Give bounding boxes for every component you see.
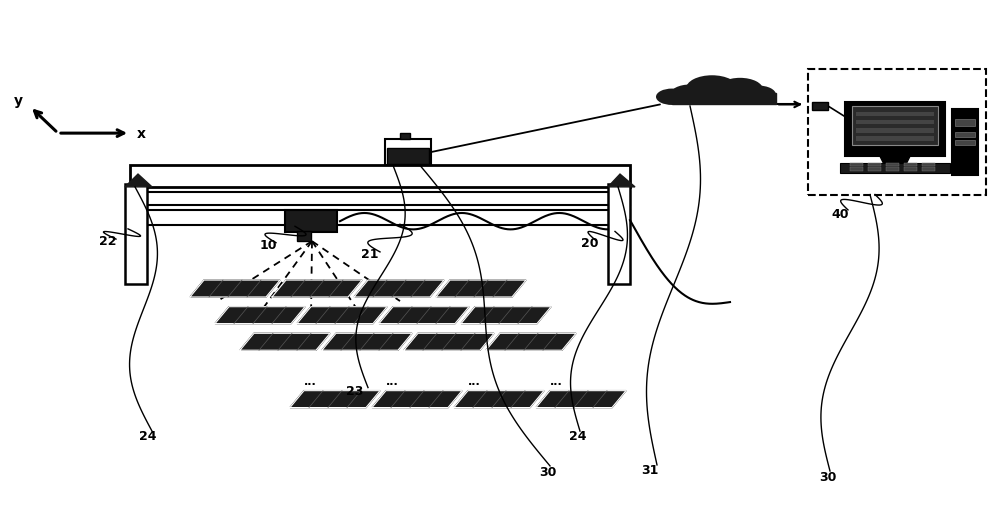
Circle shape <box>717 78 763 101</box>
Text: 30: 30 <box>819 471 837 484</box>
Polygon shape <box>354 280 444 297</box>
Text: y: y <box>14 94 23 108</box>
Polygon shape <box>486 333 576 350</box>
FancyBboxPatch shape <box>952 109 978 175</box>
Polygon shape <box>461 307 551 324</box>
FancyBboxPatch shape <box>130 165 630 187</box>
Circle shape <box>686 75 738 102</box>
FancyBboxPatch shape <box>852 106 938 145</box>
Polygon shape <box>125 174 152 187</box>
Circle shape <box>740 86 776 104</box>
Polygon shape <box>379 307 469 324</box>
Polygon shape <box>297 307 387 324</box>
FancyBboxPatch shape <box>955 119 975 126</box>
Text: x: x <box>136 127 146 141</box>
Circle shape <box>670 84 710 105</box>
FancyBboxPatch shape <box>840 163 950 173</box>
Polygon shape <box>536 391 626 408</box>
Text: 24: 24 <box>569 430 587 443</box>
Text: ...: ... <box>386 377 398 387</box>
Polygon shape <box>436 280 526 297</box>
FancyBboxPatch shape <box>608 184 630 284</box>
FancyBboxPatch shape <box>387 148 429 164</box>
FancyBboxPatch shape <box>385 139 431 165</box>
Polygon shape <box>880 156 910 166</box>
FancyBboxPatch shape <box>130 192 630 205</box>
FancyBboxPatch shape <box>922 167 935 171</box>
Text: 31: 31 <box>641 463 659 477</box>
Text: ...: ... <box>304 377 316 387</box>
FancyBboxPatch shape <box>955 140 975 145</box>
Text: 24: 24 <box>139 430 157 443</box>
FancyBboxPatch shape <box>886 167 899 171</box>
FancyBboxPatch shape <box>856 136 934 141</box>
Polygon shape <box>190 280 280 297</box>
Text: 22: 22 <box>99 235 117 248</box>
Text: 21: 21 <box>361 248 379 261</box>
FancyBboxPatch shape <box>845 102 945 156</box>
Polygon shape <box>290 391 380 408</box>
Polygon shape <box>272 280 362 297</box>
FancyBboxPatch shape <box>886 163 899 166</box>
FancyBboxPatch shape <box>856 112 934 116</box>
FancyBboxPatch shape <box>808 69 986 195</box>
Circle shape <box>656 89 688 105</box>
Text: 40: 40 <box>831 207 849 221</box>
Text: ...: ... <box>468 377 480 387</box>
FancyBboxPatch shape <box>868 167 881 171</box>
Text: 20: 20 <box>581 237 599 250</box>
Polygon shape <box>608 174 635 187</box>
FancyBboxPatch shape <box>125 184 147 284</box>
FancyBboxPatch shape <box>812 102 828 110</box>
FancyBboxPatch shape <box>868 163 881 166</box>
FancyBboxPatch shape <box>850 167 863 171</box>
FancyBboxPatch shape <box>904 167 917 171</box>
FancyBboxPatch shape <box>297 231 311 241</box>
FancyBboxPatch shape <box>850 163 863 166</box>
Polygon shape <box>672 93 776 104</box>
FancyBboxPatch shape <box>955 132 975 137</box>
Text: 10: 10 <box>259 239 277 252</box>
Text: 30: 30 <box>539 465 557 479</box>
FancyBboxPatch shape <box>856 128 934 133</box>
FancyBboxPatch shape <box>400 133 410 139</box>
Polygon shape <box>454 391 544 408</box>
FancyBboxPatch shape <box>285 210 337 232</box>
Polygon shape <box>215 307 305 324</box>
Polygon shape <box>372 391 462 408</box>
Polygon shape <box>404 333 494 350</box>
FancyBboxPatch shape <box>922 163 935 166</box>
Polygon shape <box>322 333 412 350</box>
Text: ...: ... <box>550 377 562 387</box>
Text: 23: 23 <box>346 385 364 398</box>
FancyBboxPatch shape <box>904 163 917 166</box>
FancyBboxPatch shape <box>130 210 630 225</box>
Polygon shape <box>240 333 330 350</box>
FancyBboxPatch shape <box>856 120 934 124</box>
